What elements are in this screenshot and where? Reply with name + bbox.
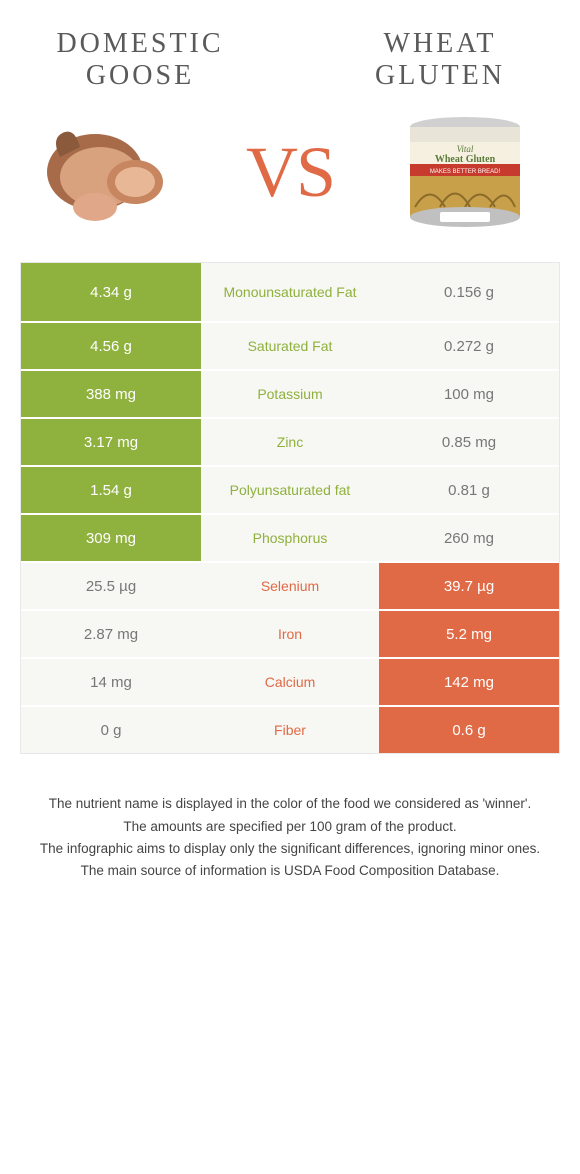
footnote-3: The infographic aims to display only the… bbox=[30, 839, 550, 859]
title-left-line2: GOOSE bbox=[86, 60, 194, 91]
food-title-right: WHEAT GLUTEN bbox=[340, 28, 540, 92]
svg-text:MAKES BETTER BREAD!: MAKES BETTER BREAD! bbox=[430, 169, 501, 175]
value-left: 1.54 g bbox=[21, 467, 201, 513]
vs-label: VS bbox=[246, 131, 334, 214]
footnote-4: The main source of information is USDA F… bbox=[30, 861, 550, 881]
table-row: 3.17 mgZinc0.85 mg bbox=[21, 417, 559, 465]
table-row: 388 mgPotassium100 mg bbox=[21, 369, 559, 417]
value-left: 4.34 g bbox=[21, 263, 201, 321]
value-left: 388 mg bbox=[21, 371, 201, 417]
value-left: 309 mg bbox=[21, 515, 201, 561]
table-row: 4.56 gSaturated Fat0.272 g bbox=[21, 321, 559, 369]
nutrient-label: Selenium bbox=[201, 563, 379, 609]
value-left: 14 mg bbox=[21, 659, 201, 705]
comparison-table: 4.34 gMonounsaturated Fat0.156 g4.56 gSa… bbox=[20, 262, 560, 754]
footnote-1: The nutrient name is displayed in the co… bbox=[30, 794, 550, 814]
value-right: 0.81 g bbox=[379, 467, 559, 513]
value-left: 25.5 µg bbox=[21, 563, 201, 609]
value-left: 0 g bbox=[21, 707, 201, 753]
value-right: 100 mg bbox=[379, 371, 559, 417]
nutrient-label: Polyunsaturated fat bbox=[201, 467, 379, 513]
value-left: 4.56 g bbox=[21, 323, 201, 369]
svg-text:Vital: Vital bbox=[457, 144, 474, 154]
header: DOMESTIC GOOSE WHEAT GLUTEN bbox=[0, 0, 580, 102]
vs-row: VS Vital Wheat Gluten MAKES BETTER BREAD… bbox=[0, 102, 580, 262]
value-right: 0.156 g bbox=[379, 263, 559, 321]
value-right: 142 mg bbox=[379, 659, 559, 705]
nutrient-label: Saturated Fat bbox=[201, 323, 379, 369]
value-left: 2.87 mg bbox=[21, 611, 201, 657]
infographic: DOMESTIC GOOSE WHEAT GLUTEN VS bbox=[0, 0, 580, 881]
table-row: 4.34 gMonounsaturated Fat0.156 g bbox=[21, 263, 559, 321]
value-right: 0.6 g bbox=[379, 707, 559, 753]
title-right-line2: GLUTEN bbox=[375, 60, 505, 91]
title-right-line1: WHEAT bbox=[384, 28, 497, 59]
value-right: 0.272 g bbox=[379, 323, 559, 369]
gluten-image: Vital Wheat Gluten MAKES BETTER BREAD! bbox=[390, 112, 540, 232]
footnote-2: The amounts are specified per 100 gram o… bbox=[30, 817, 550, 837]
value-right: 5.2 mg bbox=[379, 611, 559, 657]
nutrient-label: Potassium bbox=[201, 371, 379, 417]
footnotes: The nutrient name is displayed in the co… bbox=[0, 754, 580, 881]
value-right: 39.7 µg bbox=[379, 563, 559, 609]
food-title-left: DOMESTIC GOOSE bbox=[40, 28, 240, 92]
table-row: 0 gFiber0.6 g bbox=[21, 705, 559, 753]
nutrient-label: Zinc bbox=[201, 419, 379, 465]
title-left-line1: DOMESTIC bbox=[56, 28, 223, 59]
nutrient-label: Monounsaturated Fat bbox=[201, 263, 379, 321]
nutrient-label: Iron bbox=[201, 611, 379, 657]
table-row: 2.87 mgIron5.2 mg bbox=[21, 609, 559, 657]
table-row: 14 mgCalcium142 mg bbox=[21, 657, 559, 705]
goose-image bbox=[40, 112, 190, 232]
value-right: 0.85 mg bbox=[379, 419, 559, 465]
nutrient-label: Calcium bbox=[201, 659, 379, 705]
value-left: 3.17 mg bbox=[21, 419, 201, 465]
value-right: 260 mg bbox=[379, 515, 559, 561]
table-row: 1.54 gPolyunsaturated fat0.81 g bbox=[21, 465, 559, 513]
svg-text:Wheat Gluten: Wheat Gluten bbox=[435, 154, 496, 165]
table-row: 309 mgPhosphorus260 mg bbox=[21, 513, 559, 561]
nutrient-label: Phosphorus bbox=[201, 515, 379, 561]
table-row: 25.5 µgSelenium39.7 µg bbox=[21, 561, 559, 609]
nutrient-label: Fiber bbox=[201, 707, 379, 753]
